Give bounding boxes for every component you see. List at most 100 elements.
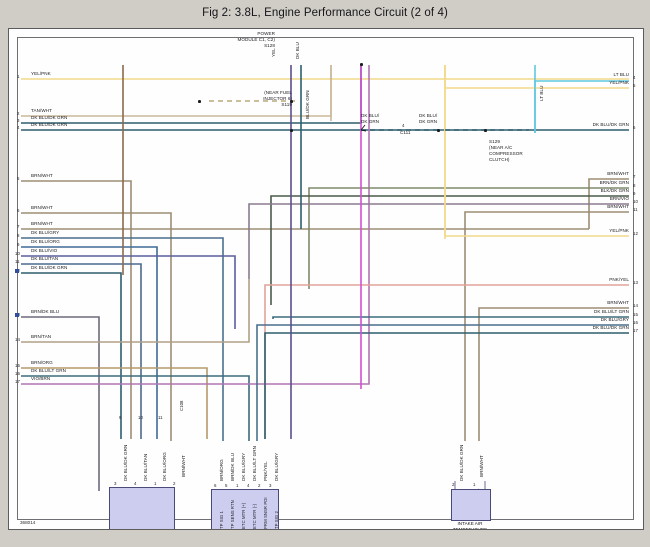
splice-dot-3: [290, 129, 293, 132]
tb-terminal-5: PRM SNSR PDI: [263, 497, 268, 529]
wire-dkblu-vio-10: [21, 255, 236, 329]
tb-terminal-4: ETC MTR (-): [252, 503, 257, 529]
left-label-7: BRN/WHT: [31, 221, 53, 226]
right-label-5: YEL/PNK: [609, 80, 629, 85]
right-pin-4: 4: [633, 75, 636, 80]
left-pin-4: 4: [17, 125, 20, 130]
figure-title: Fig 2: 3.8L, Engine Performance Circuit …: [202, 7, 448, 19]
tb-wire-label-5: PNK/YEL: [263, 461, 268, 481]
left-label-6: BRN/WHT: [31, 205, 53, 210]
left-pin-15: 15: [15, 363, 20, 368]
right-pin-13: 13: [633, 280, 638, 285]
node-marker-12: [15, 269, 19, 273]
wire-dkblu-dkgrn-3: [21, 65, 362, 124]
right-label-12: YEL/PNK: [609, 228, 629, 233]
vertical-label-lt-blu: LT BLU: [539, 85, 544, 101]
right-label-9: BLK/DK GRN: [600, 188, 629, 193]
connector-c108-label: C108: [179, 400, 184, 411]
right-label-8: BRN/DK GRN: [599, 180, 629, 185]
wire-vio-brn-17: [21, 65, 370, 385]
splice-dot-1: [198, 100, 201, 103]
wiring-svg: [21, 65, 629, 526]
left-pin-5: 5: [17, 176, 20, 181]
left-label-8: DK BLU/GRY: [31, 230, 60, 235]
wire-dkblu-ltgrn-16: [21, 375, 250, 441]
right-label-16: DK BLU/GRY: [600, 317, 629, 322]
c111-pin-number: 4: [402, 123, 405, 128]
vertical-label-dk-blu: DK BLU: [295, 42, 300, 59]
iat-wire-label-1: DK BLU/DK GRN: [459, 444, 464, 481]
wire-dkblu-tan-11: [21, 263, 142, 439]
power-module-line1: POWER: [257, 31, 275, 36]
right-pin-6: 6: [633, 125, 636, 130]
left-pin-3: 3: [17, 118, 20, 123]
coil-wire-label-3: DK BLU/ORG: [162, 452, 167, 481]
left-pin-9: 9: [17, 242, 20, 247]
mid-wire-2-line1: DK BLU/: [419, 113, 438, 118]
wire-brn-wht-6: [21, 212, 172, 441]
tb-pin-4: 4: [247, 483, 250, 488]
tb-pin-1: 1: [236, 483, 239, 488]
tb-wire-label-4: DK BLU/LT GRN: [252, 446, 257, 481]
left-pin-10: 10: [15, 251, 20, 256]
wire-dkblu-org-9: [21, 246, 158, 439]
coil-bottom-pin-3: 3: [114, 481, 117, 486]
right-label-15: DK BLU/LT GRN: [594, 309, 629, 314]
coil-top-pin-9: 9: [119, 415, 122, 420]
tb-wire-label-3: DK BLU/GRY: [241, 452, 246, 481]
mid-wire-1-line2: DK GRN: [361, 119, 380, 124]
wire-brn-org-15: [21, 367, 208, 439]
left-label-1: YEL/PNK: [31, 71, 51, 76]
left-pin-2: 2: [17, 111, 20, 116]
wire-brn-vio-r10: [248, 203, 629, 279]
wire-brn-dkgrn-r8: [308, 187, 629, 289]
coil-wire-label-4: BRN/WHT: [181, 455, 186, 477]
wire-brn-wht-r11: [464, 211, 629, 441]
iat-caption-1: INTAKE AIR: [457, 521, 483, 526]
right-pin-11: 11: [633, 207, 638, 212]
right-pin-15: 15: [633, 312, 638, 317]
wire-dkblu-gry-8: [21, 237, 224, 441]
diagram-canvas: YEL/PNK 1 TAN/WHT 2 DK BLU/DK GRN 3 DK B…: [8, 28, 644, 530]
left-label-11: DK BLU/TAN: [31, 256, 59, 261]
ac-splice-line4: CLUTCH): [489, 157, 510, 162]
connector-c111-arrow: [360, 124, 367, 132]
vertical-label-yel: YEL: [271, 48, 276, 57]
throttle-body-component: [211, 489, 279, 529]
ac-splice-line2: (NEAR A/C: [489, 145, 513, 150]
ignition-coil-body: [109, 487, 175, 529]
tb-terminal-6: TP SIG 2: [274, 511, 279, 529]
left-label-3: DK BLU/DK GRN: [31, 115, 68, 120]
splice-dot-6: [360, 63, 363, 66]
wire-brn-dkblu-13: [21, 316, 100, 491]
wire-brn-tan-14: [21, 279, 250, 343]
right-label-10: BRN/VIO: [609, 196, 629, 201]
left-label-14: BRN/TAN: [31, 334, 52, 339]
wire-dkblu-ltgrn-r15: [272, 316, 629, 319]
left-pin-16: 16: [15, 371, 20, 376]
tb-pin-5: 5: [225, 483, 228, 488]
vertical-label-blu-dk-grn: BLU/DK GRN: [305, 90, 310, 119]
mid-wire-2-line2: DK GRN: [419, 119, 438, 124]
splice-dot-4: [437, 129, 440, 132]
right-label-14: BRN/WHT: [607, 300, 629, 305]
right-pin-14: 14: [633, 303, 638, 308]
left-label-2: TAN/WHT: [31, 108, 52, 113]
ac-splice-line3: COMPRESSOR: [489, 151, 523, 156]
tb-pin-2: 2: [258, 483, 261, 488]
wire-dkblu-gry-r16: [256, 324, 629, 441]
left-label-4: DK BLU/DK GRN: [31, 122, 68, 127]
left-pin-8: 8: [17, 233, 20, 238]
right-pin-10: 10: [633, 199, 638, 204]
left-label-9: DK BLU/ORG: [31, 239, 60, 244]
right-label-7: BRN/WHT: [607, 171, 629, 176]
left-pin-14: 14: [15, 337, 20, 342]
right-label-13: PNK/YEL: [609, 277, 629, 282]
tb-wire-label-2: BRN/DK BLU: [230, 452, 235, 481]
left-pin-17: 17: [15, 379, 20, 384]
coil-wire-label-1: DK BLU/DK GRN: [123, 444, 128, 481]
left-label-10: DK BLU/VIO: [31, 248, 58, 253]
left-label-15: BRN/ORG: [31, 360, 53, 365]
node-marker-13: [15, 313, 19, 317]
